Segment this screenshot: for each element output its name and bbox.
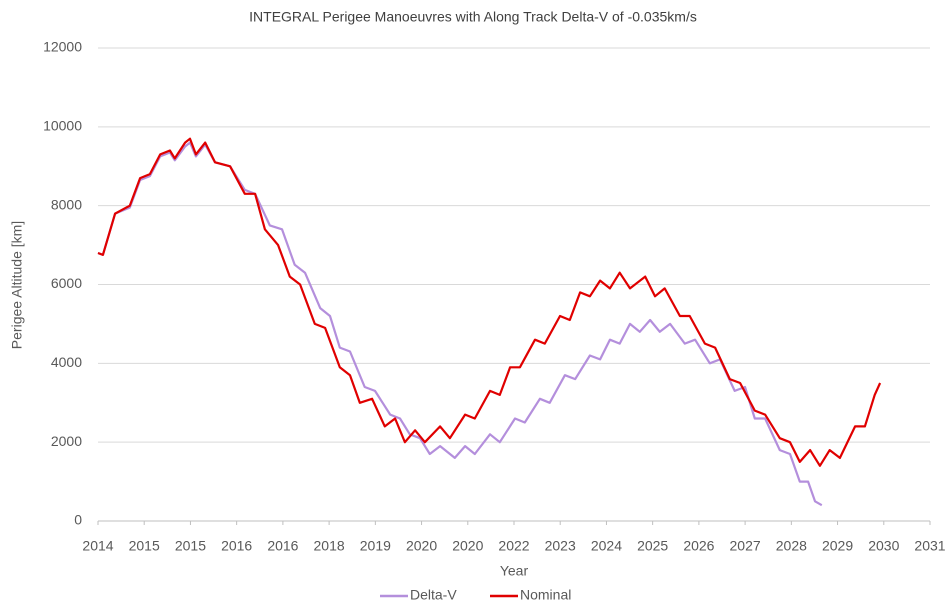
x-tick-label: 2029 — [822, 538, 853, 554]
y-tick-label: 8000 — [51, 196, 82, 212]
x-tick-label: 2027 — [730, 538, 761, 554]
x-tick-label: 2018 — [314, 538, 345, 554]
x-tick-label: 2015 — [129, 538, 160, 554]
y-tick-label: 10000 — [43, 118, 82, 134]
y-tick-label: 6000 — [51, 275, 82, 291]
x-tick-label: 2015 — [175, 538, 206, 554]
x-tick-label: 2016 — [267, 538, 298, 554]
x-tick-label: 2031 — [914, 538, 945, 554]
line-series — [97, 137, 882, 467]
y-tick-label: 2000 — [51, 433, 82, 449]
x-tick-label: 2019 — [360, 538, 391, 554]
y-tick-label: 0 — [74, 512, 82, 528]
line-series — [97, 141, 823, 507]
x-tick-label: 2022 — [498, 538, 529, 554]
x-axis-title: Year — [500, 563, 529, 579]
legend-label: Nominal — [520, 587, 571, 603]
x-tick-label: 2020 — [406, 538, 437, 554]
x-tick-label: 2020 — [452, 538, 483, 554]
x-tick-label: 2026 — [683, 538, 714, 554]
x-tick-label: 2030 — [868, 538, 899, 554]
x-tick-label: 2014 — [82, 538, 113, 554]
x-tick-label: 2025 — [637, 538, 668, 554]
x-tick-label: 2024 — [591, 538, 622, 554]
x-tick-label: 2016 — [221, 538, 252, 554]
chart-title: INTEGRAL Perigee Manoeuvres with Along T… — [249, 9, 697, 25]
x-tick-label: 2028 — [776, 538, 807, 554]
x-tick-label: 2023 — [545, 538, 576, 554]
legend-label: Delta-V — [410, 587, 457, 603]
y-tick-label: 4000 — [51, 354, 82, 370]
y-tick-label: 12000 — [43, 39, 82, 55]
y-axis-title: Perigee Altitude [km] — [9, 221, 25, 349]
